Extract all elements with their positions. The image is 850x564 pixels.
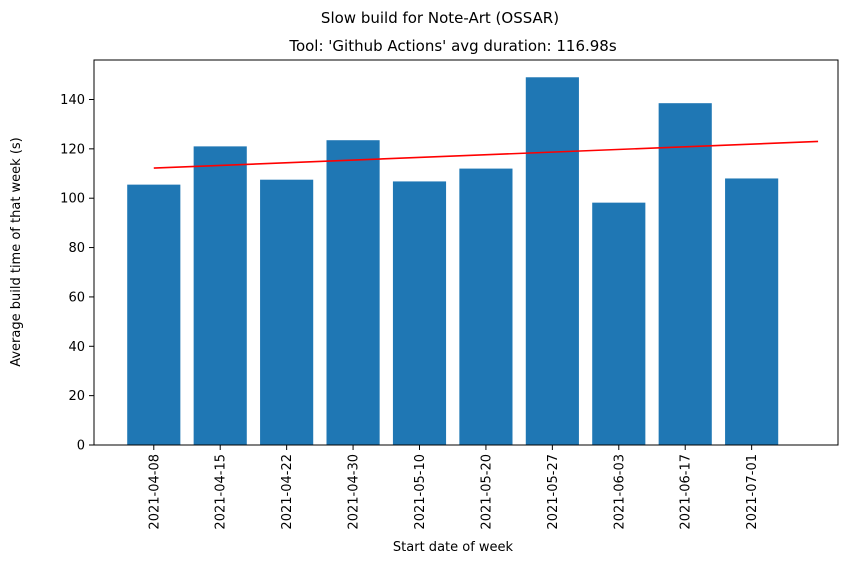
y-tick-label: 140 xyxy=(60,93,85,108)
bar-2021-05-10 xyxy=(392,181,447,445)
y-tick-label: 60 xyxy=(68,290,85,305)
y-tick-label: 80 xyxy=(68,241,85,256)
bar-2021-04-08 xyxy=(127,184,181,445)
bar-2021-07-01 xyxy=(725,178,779,445)
x-axis-label: Start date of week xyxy=(393,540,514,555)
x-axis: 2021-04-08 2021-04-15 2021-04-22 2021-04-30… xyxy=(147,445,760,530)
x-tick-label: 2021-06-03 xyxy=(612,454,627,530)
x-tick-label: 2021-05-20 xyxy=(479,454,494,530)
trend-line xyxy=(153,140,819,169)
bar-2021-06-03 xyxy=(592,202,646,445)
bar-2021-04-22 xyxy=(260,179,314,446)
x-tick-label: 2021-04-30 xyxy=(347,454,362,530)
chart-title: Tool: 'Github Actions' avg duration: 116… xyxy=(288,37,617,55)
x-tick-label: 2021-05-10 xyxy=(413,454,428,530)
y-tick-label: 0 xyxy=(77,439,85,454)
plot-frame xyxy=(93,59,839,446)
y-tick-label: 100 xyxy=(60,192,85,207)
bar-2021-04-30 xyxy=(326,140,380,446)
bar-2021-05-27 xyxy=(525,77,579,446)
x-tick-label: 2021-04-22 xyxy=(280,454,295,530)
trend-line-group xyxy=(153,140,819,169)
y-axis-label: Average build time of that week (s) xyxy=(9,137,24,367)
chart-suptitle: Slow build for Note-Art (OSSAR) xyxy=(321,9,559,27)
y-tick-label: 20 xyxy=(68,389,85,404)
bar-2021-05-20 xyxy=(459,168,513,446)
y-axis: 0 20 40 60 80 100 120 140 xyxy=(60,93,94,454)
bar-2021-04-15 xyxy=(193,146,247,445)
x-tick-label: 2021-04-15 xyxy=(214,454,229,530)
y-tick-label: 120 xyxy=(60,142,85,157)
x-tick-label: 2021-05-27 xyxy=(546,454,561,530)
x-tick-label: 2021-07-01 xyxy=(745,454,760,530)
plot-area xyxy=(93,59,839,446)
bar-series xyxy=(127,77,779,446)
y-tick-label: 40 xyxy=(68,340,85,355)
x-tick-label: 2021-04-08 xyxy=(147,454,162,530)
x-tick-label: 2021-06-17 xyxy=(679,454,694,530)
bar-2021-06-17 xyxy=(658,103,712,446)
